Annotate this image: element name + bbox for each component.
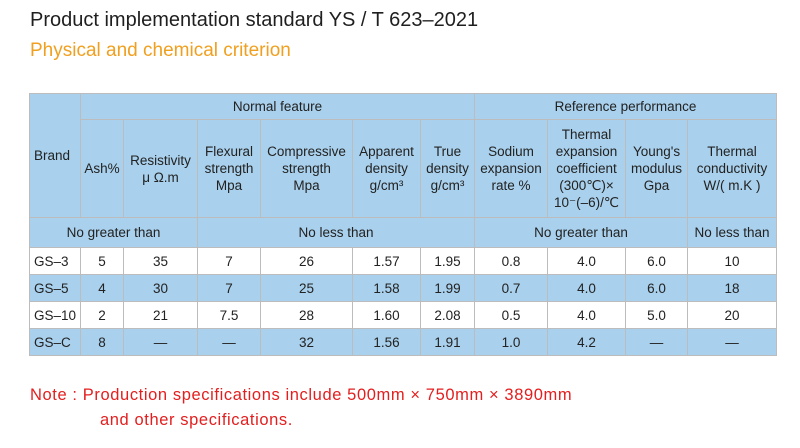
spec-table: Brand Normal feature Reference performan… (29, 93, 778, 356)
brand-cell: GS–10 (29, 301, 81, 329)
resistivity-cell: 21 (123, 301, 198, 329)
limit-no-greater-than: No greater than (29, 217, 198, 248)
page-subtitle: Physical and chemical criterion (30, 40, 291, 61)
conductivity-cell: 10 (687, 247, 778, 275)
thermal-expansion-cell: 4.0 (547, 301, 627, 329)
compressive-cell: 26 (260, 247, 353, 275)
youngs-modulus-header: Young's modulus Gpa (625, 119, 689, 218)
sodium-expansion-header: Sodium expansion rate % (474, 119, 549, 218)
thermal-expansion-header: Thermal expansion coefficient (300℃)× 10… (547, 119, 627, 218)
brand-cell: GS–C (29, 328, 81, 356)
resistivity-cell: — (123, 328, 198, 356)
thermal-expansion-cell: 4.0 (547, 247, 627, 275)
production-note: Note : Production specifications include… (30, 383, 750, 433)
sodium-cell: 0.5 (474, 301, 549, 329)
limit-no-less-than-2: No less than (687, 217, 778, 248)
table-row: GS–5 4 30 7 25 1.58 1.99 0.7 4.0 6.0 18 (29, 274, 778, 302)
table-row: GS–3 5 35 7 26 1.57 1.95 0.8 4.0 6.0 10 (29, 247, 778, 275)
thermal-expansion-cell: 4.0 (547, 274, 627, 302)
youngs-cell: 5.0 (625, 301, 689, 329)
flexural-cell: 7 (197, 247, 261, 275)
reference-performance-header: Reference performance (474, 93, 778, 120)
compressive-cell: 25 (260, 274, 353, 302)
flexural-cell: 7 (197, 274, 261, 302)
sodium-cell: 0.8 (474, 247, 549, 275)
limits-row: No greater than No less than No greater … (29, 217, 778, 248)
ash-cell: 8 (80, 328, 124, 356)
apparent-density-header: Apparent density g/cm³ (352, 119, 421, 218)
apparent-density-cell: 1.57 (352, 247, 421, 275)
limit-no-less-than: No less than (196, 217, 476, 248)
resistivity-header: Resistivity μ Ω.m (123, 119, 198, 218)
youngs-cell: — (625, 328, 689, 356)
limit-no-greater-than-2: No greater than (474, 217, 689, 248)
table-row: GS–C 8 — — 32 1.56 1.91 1.0 4.2 — — (29, 328, 778, 356)
sodium-cell: 0.7 (474, 274, 549, 302)
apparent-density-cell: 1.56 (352, 328, 421, 356)
youngs-cell: 6.0 (625, 274, 689, 302)
apparent-density-cell: 1.60 (352, 301, 421, 329)
compressive-cell: 32 (260, 328, 353, 356)
conductivity-cell: 18 (687, 274, 778, 302)
note-line-1: Note : Production specifications include… (30, 386, 573, 404)
true-density-cell: 2.08 (419, 301, 476, 329)
compressive-header: Compressive strength Mpa (260, 119, 353, 218)
true-density-cell: 1.99 (419, 274, 476, 302)
resistivity-cell: 35 (123, 247, 198, 275)
flexural-cell: — (197, 328, 261, 356)
true-density-header: True density g/cm³ (419, 119, 476, 218)
true-density-cell: 1.95 (419, 247, 476, 275)
conductivity-cell: 20 (687, 301, 778, 329)
resistivity-cell: 30 (123, 274, 198, 302)
brand-cell: GS–5 (29, 274, 81, 302)
page-title: Product implementation standard YS / T 6… (30, 9, 479, 31)
group-header-row: Brand Normal feature Reference performan… (29, 93, 778, 218)
youngs-cell: 6.0 (625, 247, 689, 275)
true-density-cell: 1.91 (419, 328, 476, 356)
normal-feature-header: Normal feature (79, 93, 476, 120)
table-row: GS–10 2 21 7.5 28 1.60 2.08 0.5 4.0 5.0 … (29, 301, 778, 329)
flexural-cell: 7.5 (197, 301, 261, 329)
note-line-2: and other specifications. (100, 411, 293, 429)
brand-cell: GS–3 (29, 247, 81, 275)
compressive-cell: 28 (260, 301, 353, 329)
brand-header: Brand (29, 93, 81, 218)
thermal-expansion-cell: 4.2 (547, 328, 627, 356)
ash-header: Ash% (80, 119, 124, 218)
column-header-row: Ash% Resistivity μ Ω.m Flexural strength… (30, 119, 778, 218)
conductivity-cell: — (687, 328, 778, 356)
thermal-conductivity-header: Thermal conductivity W/( m.K ) (687, 119, 778, 218)
ash-cell: 4 (80, 274, 124, 302)
apparent-density-cell: 1.58 (352, 274, 421, 302)
sodium-cell: 1.0 (474, 328, 549, 356)
ash-cell: 2 (80, 301, 124, 329)
ash-cell: 5 (80, 247, 124, 275)
flexural-header: Flexural strength Mpa (197, 119, 261, 218)
